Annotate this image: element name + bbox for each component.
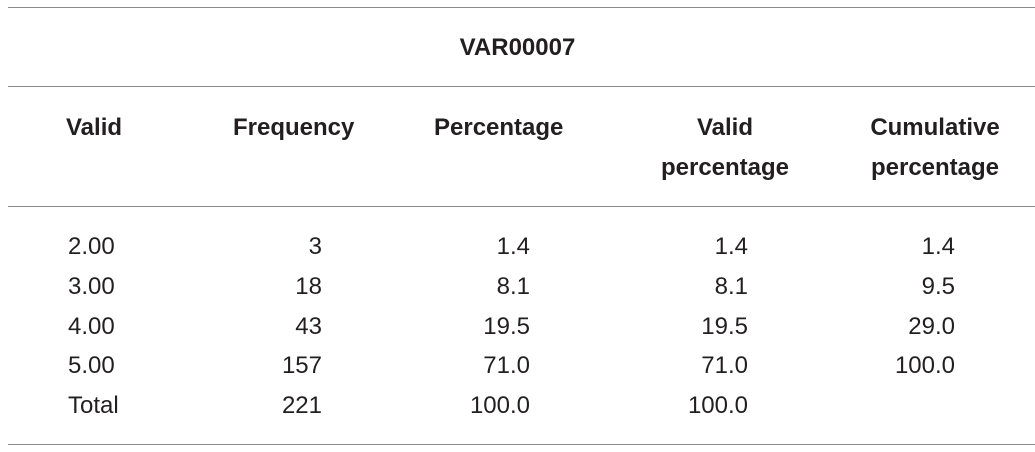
cell: 157 [281, 352, 322, 380]
cell: 1.4 [496, 233, 530, 260]
cell: 100.0 [687, 392, 748, 420]
row-label: 3.00 [68, 272, 115, 300]
cell: 9.5 [921, 272, 955, 300]
row-label: 4.00 [68, 312, 115, 340]
top-rule [8, 7, 1035, 8]
cell: 19.5 [701, 312, 748, 340]
row-label: Total [68, 392, 119, 420]
cell: 221 [281, 392, 322, 420]
cell: 71.0 [483, 352, 530, 380]
column-header: Frequency [233, 114, 355, 141]
header-rule [8, 86, 1035, 87]
column-header: Percentage [434, 114, 564, 141]
cell: 1.4 [714, 233, 748, 260]
column-header: Valid [66, 114, 123, 141]
column-header: Valid percentage [660, 114, 790, 181]
row-label: 2.00 [68, 233, 115, 260]
cell: 43 [295, 312, 322, 340]
cell: 29.0 [908, 312, 955, 340]
table-title: VAR00007 [459, 34, 576, 61]
cell: 8.1 [496, 272, 530, 300]
cell: 3 [308, 233, 322, 260]
cell: 100.0 [894, 352, 955, 380]
cell: 18 [295, 272, 322, 300]
cell: 100.0 [469, 392, 530, 420]
column-header: Cumulative percentage [870, 114, 1000, 181]
row-label: 5.00 [68, 352, 115, 380]
cell: 19.5 [483, 312, 530, 340]
body-rule [8, 206, 1035, 207]
cell: 8.1 [714, 272, 748, 300]
cell: 71.0 [701, 352, 748, 380]
cell: 1.4 [921, 233, 955, 260]
bottom-rule [8, 444, 1035, 445]
